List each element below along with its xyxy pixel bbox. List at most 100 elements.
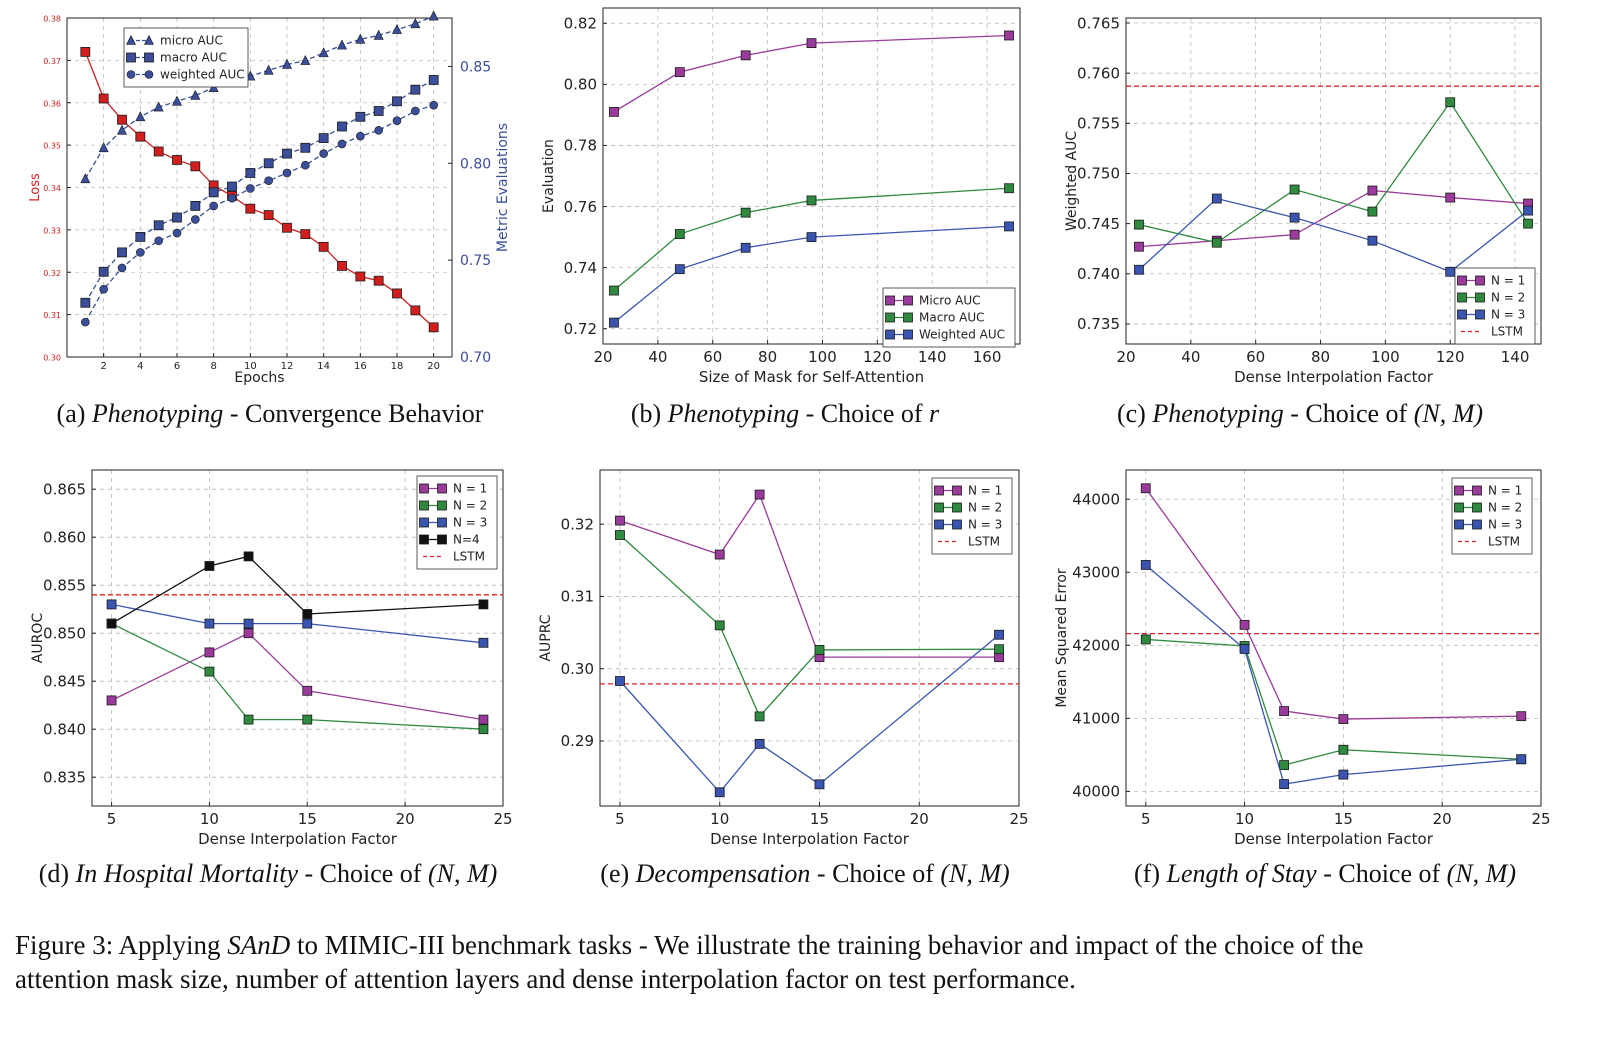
y-tick-label: 0.755 (1077, 115, 1120, 133)
legend-label: Micro AUC (919, 294, 980, 308)
data-point-weighted-auc (264, 176, 273, 186)
legend-marker (1475, 275, 1485, 286)
legend-marker (885, 329, 895, 340)
caption-italic: SAnD (227, 930, 291, 960)
panel-caption-task: Phenotyping (91, 399, 223, 428)
y-tick-label: 0.36 (43, 99, 61, 108)
data-point-micro-auc (98, 142, 109, 153)
y-tick-label: 0.865 (43, 480, 86, 498)
legend-marker (885, 295, 895, 306)
x-axis-label: Epochs (234, 370, 284, 386)
data-point-n-1 (1279, 706, 1289, 716)
legend-marker (1454, 485, 1464, 496)
legend-marker (144, 70, 154, 79)
data-point-macro-auc (428, 75, 439, 85)
data-point-weighted-auc (429, 100, 438, 110)
legend-label: N = 2 (453, 499, 487, 513)
x-tick-label: 40 (648, 348, 667, 366)
data-point-loss (135, 131, 146, 142)
data-point-micro-auc (190, 89, 201, 100)
panel-caption: (f) Length of Stay - Choice of (N, M) (1134, 859, 1516, 888)
panel-caption-task: Phenotyping (667, 399, 799, 428)
data-point-macro-auc (245, 168, 256, 178)
data-point-weighted-auc (356, 131, 365, 141)
legend-label: N = 1 (1488, 484, 1522, 498)
legend-marker (419, 500, 429, 511)
data-point-n-2 (204, 666, 215, 677)
data-point-micro-auc (410, 18, 421, 29)
data-point-micro-auc (428, 10, 439, 21)
y-tick-label: 0.840 (43, 720, 86, 738)
legend-label: LSTM (1488, 535, 1520, 549)
data-point-n-3 (1338, 769, 1349, 780)
series-line-n-2 (619, 534, 1000, 718)
data-point-macro-auc (300, 142, 311, 153)
data-point-macro-auc (117, 247, 127, 258)
data-point-macro-auc (1004, 183, 1014, 194)
legend-label: N = 2 (968, 501, 1002, 515)
y-tick-label: 0.860 (43, 528, 86, 546)
y-tick-label: 0.35 (43, 142, 61, 151)
caption-prefix: Figure 3: Applying (15, 930, 221, 960)
y-tick-label: 0.760 (1077, 64, 1120, 82)
data-point-micro-auc (80, 173, 91, 184)
data-point-n-1 (243, 628, 254, 639)
caption-line-1: Figure 3: Applying SAnD to MIMIC-III ben… (15, 930, 1364, 960)
data-point-weighted-auc (301, 160, 310, 170)
x-tick-label: 20 (427, 361, 440, 372)
series-line-n-3 (1138, 197, 1529, 273)
data-point-n-2 (714, 620, 725, 631)
data-point-n-1 (1289, 229, 1300, 240)
y-tick-label: 0.82 (564, 15, 597, 33)
legend-marker (1454, 519, 1464, 530)
y-tick-label: 0.31 (561, 588, 594, 606)
data-point-macro-auc (227, 181, 237, 192)
data-point-n-2 (1140, 634, 1151, 645)
data-point-n-3 (302, 618, 313, 629)
data-point-n-3 (1289, 212, 1300, 223)
panel-caption-rest: - Choice of (298, 859, 428, 888)
y-tick-label: 0.765 (1077, 14, 1120, 32)
legend-marker (126, 52, 136, 63)
panel-caption-rest: - Convergence Behavior (223, 399, 483, 428)
data-point-micro-auc (318, 47, 329, 58)
plot-frame (1125, 17, 1542, 345)
legend-label: N=4 (453, 533, 480, 547)
x-tick-label: 60 (1246, 348, 1265, 366)
y-tick-label: 0.76 (564, 198, 597, 216)
data-point-macro-auc (263, 158, 274, 169)
data-point-n-1 (615, 515, 625, 526)
data-point-n-3 (1211, 193, 1222, 204)
legend-label: micro AUC (160, 34, 223, 48)
legend-label: LSTM (1491, 325, 1523, 339)
data-point-micro-auc (674, 67, 685, 78)
chart-c: 20 40 60 80 100 120 140 0.735 0.740 0.745 0.750 0.7… (1064, 14, 1542, 428)
data-point-loss (428, 322, 439, 333)
x-axis-label: Dense Interpolation Factor (1234, 368, 1434, 386)
data-point-weighted-auc (740, 242, 751, 253)
y-tick-label: 44000 (1072, 490, 1120, 508)
x-tick-label: 100 (808, 348, 837, 366)
legend-marker (1475, 292, 1485, 303)
data-point-macro-auc (337, 121, 347, 132)
series-line-n-3 (1145, 564, 1522, 785)
y-tick-label: 0.78 (564, 137, 597, 155)
y2-tick-label: 0.85 (460, 59, 491, 75)
x-tick-label: 16 (354, 361, 367, 372)
x-tick-label: 14 (317, 361, 330, 372)
data-point-loss (300, 229, 311, 240)
data-point-weighted-auc (1004, 221, 1014, 232)
legend-marker (144, 34, 154, 45)
data-point-n-3 (814, 779, 825, 790)
x-tick-label: 15 (810, 810, 829, 828)
legend-label: LSTM (453, 550, 485, 564)
data-point-weighted-auc (191, 215, 200, 224)
legend: N = 1 N = 2 N = 3 LSTM (931, 477, 1013, 555)
series-line-n-2 (111, 623, 484, 730)
y-tick-label: 0.745 (1077, 215, 1120, 233)
legend-marker (1454, 502, 1464, 513)
legend-label: N = 2 (1491, 291, 1525, 305)
x-tick-label: 10 (200, 810, 219, 828)
legend-marker (144, 52, 154, 63)
legend-marker (1475, 309, 1485, 320)
